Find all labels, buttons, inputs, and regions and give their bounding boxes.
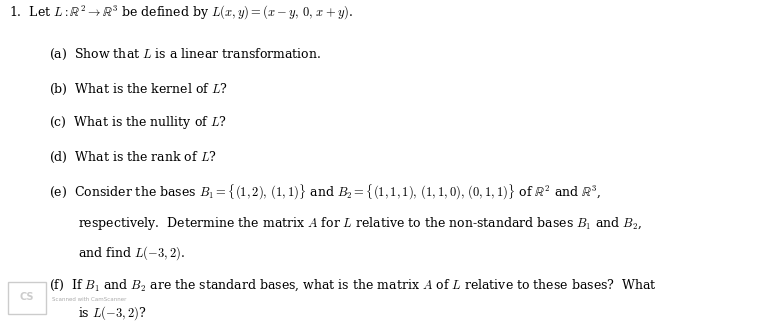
Text: Scanned with CamScanner: Scanned with CamScanner [52,297,126,302]
Text: (d)  What is the rank of $L$?: (d) What is the rank of $L$? [49,150,217,165]
Text: (f)  If $B_1$ and $B_2$ are the standard bases, what is the matrix $A$ of $L$ re: (f) If $B_1$ and $B_2$ are the standard … [49,278,658,293]
Text: 1.  Let $L : \mathbb{R}^2 \rightarrow \mathbb{R}^3$ be defined by $L(x, y) = (x : 1. Let $L : \mathbb{R}^2 \rightarrow \ma… [9,3,353,21]
Text: (e)  Consider the bases $B_1 = \{(1, 2),\, (1, 1)\}$ and $B_2 = \{(1, 1, 1),\, (: (e) Consider the bases $B_1 = \{(1, 2),\… [49,182,602,202]
FancyBboxPatch shape [8,282,46,314]
Text: (a)  Show that $L$ is a linear transformation.: (a) Show that $L$ is a linear transforma… [49,46,322,62]
Text: respectively.  Determine the matrix $A$ for $L$ relative to the non-standard bas: respectively. Determine the matrix $A$ f… [78,215,642,232]
Text: and find $L(-3, 2)$.: and find $L(-3, 2)$. [78,244,186,262]
Text: (c)  What is the nullity of $L$?: (c) What is the nullity of $L$? [49,114,228,131]
Text: is $L(-3, 2)$?: is $L(-3, 2)$? [78,305,147,322]
Text: CS: CS [20,292,34,302]
Text: (b)  What is the kernel of $L$?: (b) What is the kernel of $L$? [49,82,228,97]
